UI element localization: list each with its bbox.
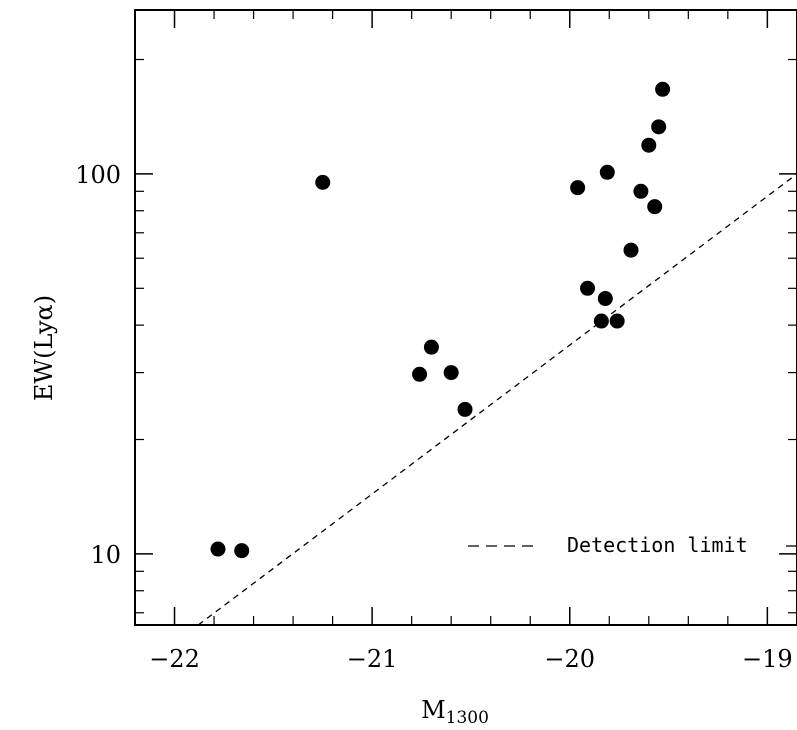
data-point [623, 242, 639, 258]
x-tick-label: −21 [347, 645, 398, 673]
data-point [423, 339, 439, 355]
x-tick-labels: −22 −21 −20 −19 [149, 645, 792, 673]
data-point [412, 366, 428, 382]
data-point [443, 365, 459, 381]
data-point [609, 313, 625, 329]
series-lines [197, 173, 797, 626]
data-point [597, 291, 613, 307]
data-point [651, 119, 667, 135]
data-point [234, 543, 250, 559]
data-point [633, 183, 649, 199]
data-point [580, 280, 596, 296]
y-tick-label: 100 [75, 161, 121, 189]
y-tick-labels: 10 100 [75, 161, 121, 569]
x-axis-title: M1300 [421, 696, 489, 728]
data-point [641, 137, 657, 153]
data-point [593, 313, 609, 329]
data-point [599, 164, 615, 180]
data-point [315, 174, 331, 190]
x-tick-label: −20 [544, 645, 595, 673]
data-point [570, 180, 586, 196]
data-points [210, 81, 671, 559]
legend-label: Detection limit [567, 533, 748, 557]
x-tick-label: −22 [149, 645, 200, 673]
y-tick-label: 10 [90, 541, 121, 569]
x-axis-ticks [134, 10, 769, 625]
y-axis-ticks [135, 58, 797, 614]
x-tick-label: −19 [742, 645, 793, 673]
y-axis-title: EW(Lyα) [30, 295, 58, 401]
data-point [655, 81, 671, 97]
data-point [457, 401, 473, 417]
legend: Detection limit [468, 533, 797, 557]
detection-limit-line [197, 173, 797, 626]
data-point [210, 541, 226, 557]
plot-frame [134, 9, 797, 626]
data-point [647, 199, 663, 215]
